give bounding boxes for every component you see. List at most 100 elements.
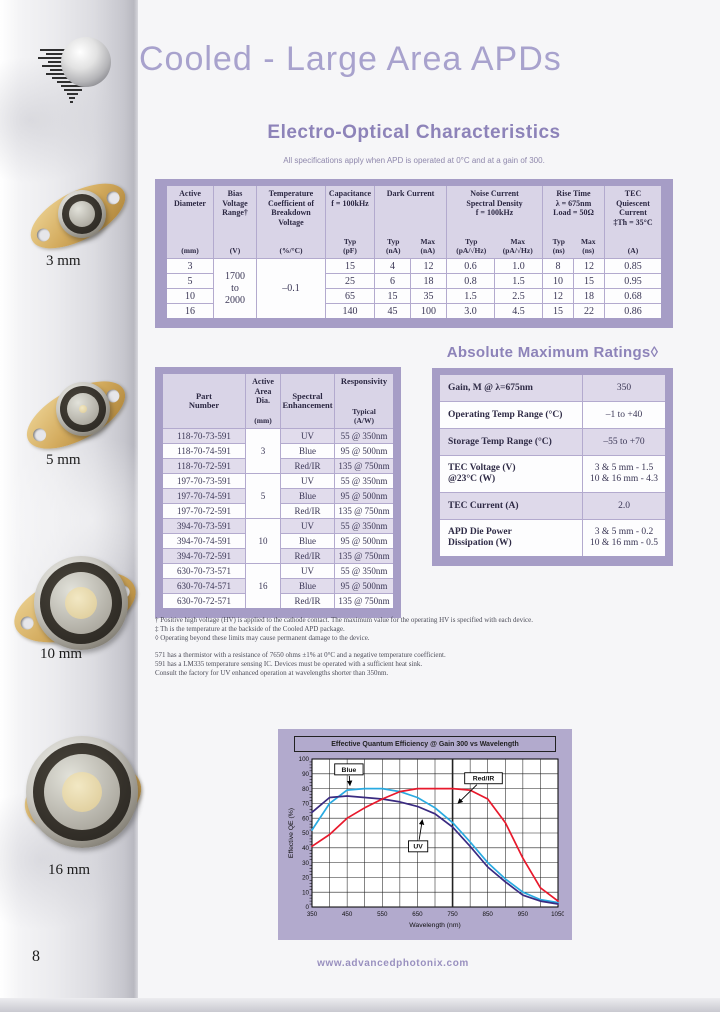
part-table-cell: Red/IR — [281, 504, 334, 518]
left-marble-strip — [0, 0, 138, 1012]
metal-can — [58, 190, 106, 238]
abs-max-value: –1 to +40 — [583, 402, 665, 428]
eo-table-cell: 12 — [543, 289, 573, 303]
svg-text:350: 350 — [307, 911, 318, 918]
svg-text:Wavelength (nm): Wavelength (nm) — [409, 922, 461, 929]
eo-table-cell: 18 — [411, 274, 446, 288]
part-table-cell: 55 @ 350nm — [335, 474, 393, 488]
eo-temp-coeff-value: –0.1 — [257, 259, 325, 318]
eo-table-cell: 0.85 — [605, 259, 661, 273]
part-table-cell: Red/IR — [281, 459, 334, 473]
svg-text:550: 550 — [377, 911, 388, 918]
abs-max-param: Storage Temp Range (°C) — [440, 429, 582, 455]
part-table-cell: 95 @ 500nm — [335, 444, 393, 458]
eo-table-cell: 3 — [167, 259, 213, 273]
part-table-cell: Red/IR — [281, 594, 334, 608]
eo-table-cell: 1.5 — [447, 289, 494, 303]
device-label-10mm: 10 mm — [40, 646, 83, 662]
part-table-cell: 135 @ 750nm — [335, 594, 393, 608]
photo-apd-16mm — [18, 736, 148, 854]
part-table-cell: 118-70-74-591 — [163, 444, 245, 458]
part-table-cell: 135 @ 750nm — [335, 504, 393, 518]
eo-table-cell: 6 — [375, 274, 410, 288]
eo-table-cell: 22 — [574, 304, 604, 318]
part-table-cell: 135 @ 750nm — [335, 459, 393, 473]
eo-col-header-rise-time: Rise Time λ = 675nm Load = 50Ω Typ (ns) … — [543, 186, 604, 258]
svg-text:1050: 1050 — [551, 911, 564, 918]
part-table-dia-cell: 16 — [246, 564, 280, 608]
abs-max-param: TEC Current (A) — [440, 493, 582, 519]
parts-col-header-part-number: Part Number — [163, 374, 245, 428]
part-table-dia-cell: 5 — [246, 474, 280, 518]
chart-title: Effective Quantum Efficiency @ Gain 300 … — [294, 736, 556, 752]
abs-max-param: Operating Temp Range (°C) — [440, 402, 582, 428]
eo-table-cell: 3.0 — [447, 304, 494, 318]
part-table-cell: 197-70-73-591 — [163, 474, 245, 488]
abs-max-table: Gain, M @ λ=675nm 350 Operating Temp Range… — [432, 368, 673, 566]
photo-apd-5mm — [16, 367, 140, 463]
mounting-hole — [104, 188, 122, 207]
qe-chart-svg: 350 450 550 650 750 850 950 1050 0 10 20 30 40 50 60 70… — [288, 756, 565, 929]
advanced-photonix-logo — [34, 28, 124, 120]
footnote-line: Consult the factory for UV enhanced oper… — [155, 669, 389, 677]
device-label-5mm: 5 mm — [46, 452, 81, 468]
photo-apd-3mm — [20, 170, 142, 262]
eo-table-cell: 18 — [574, 289, 604, 303]
part-table-cell: 394-70-74-591 — [163, 534, 245, 548]
eo-col-header-dark-current: Dark Current Typ (nA) Max (nA) — [375, 186, 446, 258]
footnote-gap — [155, 643, 625, 651]
eo-col-header-temp-coeff: Temperature Coefficient of Breakdown Vol… — [257, 186, 325, 258]
eo-table-cell: 15 — [326, 259, 374, 273]
footnotes: † Positive high voltage (HV) is applied … — [155, 616, 625, 678]
svg-text:50: 50 — [302, 830, 309, 837]
eo-table-cell: 0.6 — [447, 259, 494, 273]
svg-text:70: 70 — [302, 801, 309, 808]
svg-text:100: 100 — [299, 756, 310, 763]
page-number: 8 — [32, 948, 40, 965]
svg-text:20: 20 — [302, 875, 309, 882]
svg-text:0: 0 — [306, 904, 310, 911]
mounting-hole — [18, 614, 36, 631]
svg-text:40: 40 — [302, 845, 309, 852]
device-label-3mm: 3 mm — [46, 253, 81, 269]
svg-text:30: 30 — [302, 860, 309, 867]
eo-table-cell: 12 — [574, 259, 604, 273]
eo-table-cell: 35 — [411, 289, 446, 303]
page-title: Cooled - Large Area APDs — [139, 40, 562, 78]
chart-plot-area: 350 450 550 650 750 850 950 1050 0 10 20 30 40 50 60 70… — [286, 755, 565, 933]
eo-section-heading: Electro-Optical Characteristics — [267, 122, 561, 143]
svg-text:650: 650 — [412, 911, 423, 918]
svg-text:950: 950 — [518, 911, 529, 918]
eo-table-cell: 65 — [326, 289, 374, 303]
abs-max-param: APD Die Power Dissipation (W) — [440, 520, 582, 556]
device-label-16mm: 16 mm — [48, 862, 91, 878]
svg-text:60: 60 — [302, 815, 309, 822]
eo-table-cell: 25 — [326, 274, 374, 288]
part-table-cell: UV — [281, 519, 334, 533]
part-table-cell: Blue — [281, 534, 334, 548]
abs-max-param: Gain, M @ λ=675nm — [440, 375, 582, 401]
eo-table-cell: 1.5 — [495, 274, 542, 288]
part-table-cell: 197-70-74-591 — [163, 489, 245, 503]
part-table-cell: UV — [281, 564, 334, 578]
eo-col-header-tec: TEC Quiescent Current ‡Th = 35°C (A) — [605, 186, 661, 258]
metal-can — [34, 556, 128, 650]
eo-bias-range-value: 1700 to 2000 — [214, 259, 256, 318]
parts-col-header-dia: Active Area Dia. (mm) — [246, 374, 280, 428]
website-link[interactable]: www.advancedphotonix.com — [317, 958, 469, 969]
abs-max-param: TEC Voltage (V) @23°C (W) — [440, 456, 582, 492]
abs-max-value: 3 & 5 mm - 1.5 10 & 16 mm - 4.3 — [583, 456, 665, 492]
eo-col-header-capacitance: Capacitance f = 100kHz Typ (pF) — [326, 186, 374, 258]
part-table-cell: 118-70-73-591 — [163, 429, 245, 443]
part-table-cell: 630-70-72-571 — [163, 594, 245, 608]
qe-chart: Effective Quantum Efficiency @ Gain 300 … — [278, 729, 572, 940]
part-number-grid: Part Number Active Area Dia. (mm) Spectr… — [163, 374, 393, 608]
svg-text:450: 450 — [342, 911, 353, 918]
svg-text:Effective QE (%): Effective QE (%) — [288, 808, 295, 858]
part-table-dia-cell: 3 — [246, 429, 280, 473]
sphere-speedlines-icon — [38, 37, 111, 103]
metal-can — [56, 382, 110, 436]
mounting-hole — [34, 225, 52, 244]
eo-table-cell: 10 — [167, 289, 213, 303]
